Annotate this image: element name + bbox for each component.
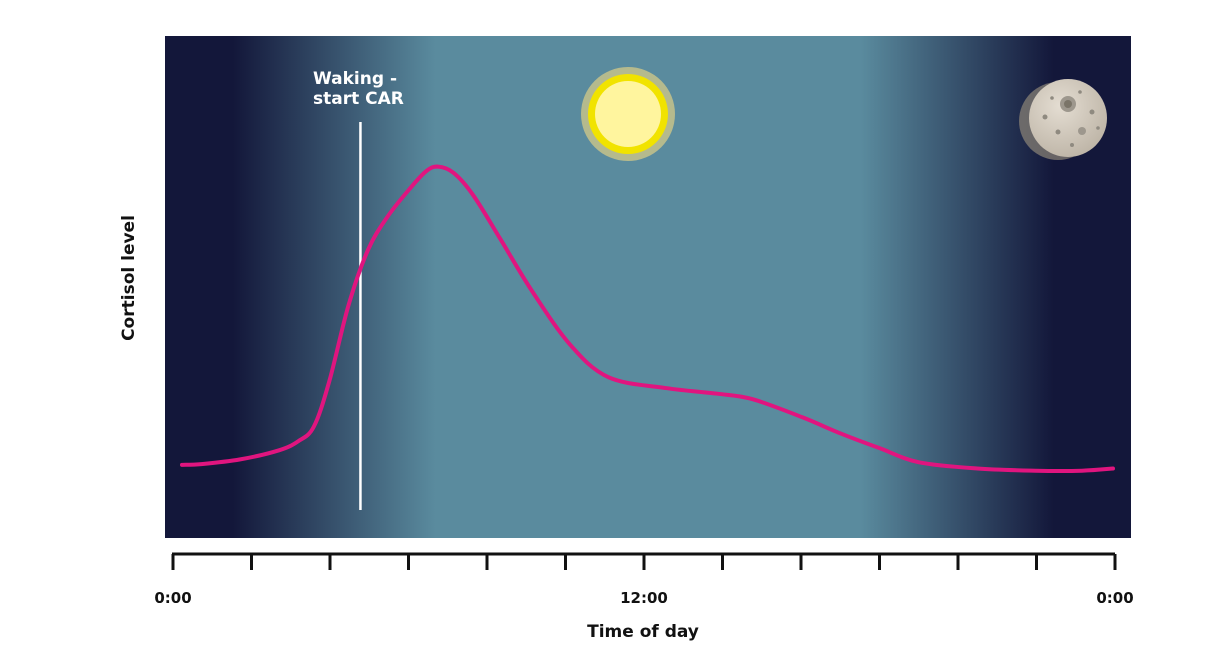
x-axis-label: Time of day — [587, 622, 699, 642]
moon-icon — [1019, 79, 1107, 160]
x-tick-label: 0:00 — [1096, 589, 1133, 607]
sun-icon — [581, 67, 675, 161]
x-tick-label: 12:00 — [620, 589, 668, 607]
waking-label-line-1: Waking - — [313, 69, 397, 89]
waking-label: Waking - start CAR — [313, 69, 404, 109]
series-line-cortisol — [180, 164, 1115, 473]
x-axis: 0:00 12:00 0:00 — [154, 552, 1134, 607]
y-axis-label: Cortisol level — [119, 215, 139, 341]
x-tick-label: 0:00 — [154, 589, 191, 607]
waking-label-line-2: start CAR — [313, 89, 404, 109]
